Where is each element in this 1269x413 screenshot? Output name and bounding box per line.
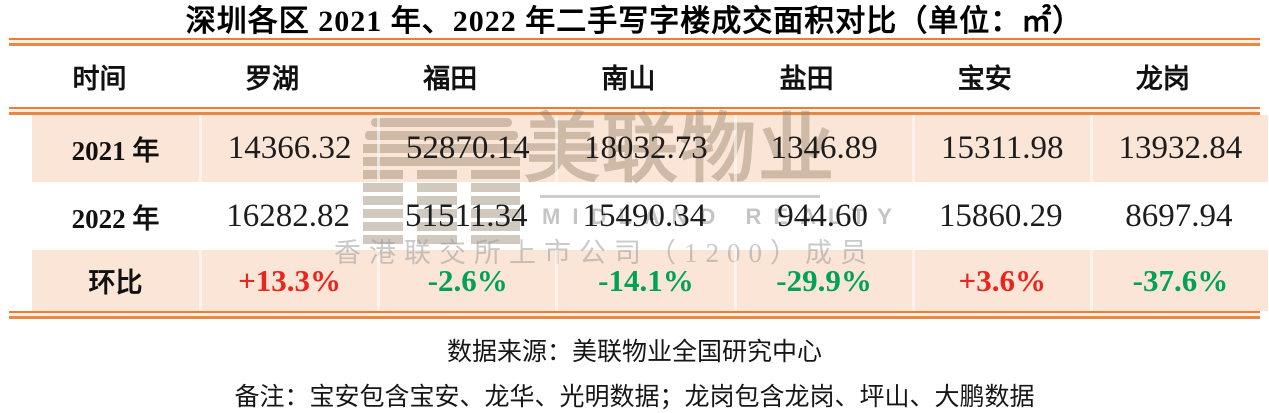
momentum-luohu: +13.3% xyxy=(199,250,377,311)
divider-bottom xyxy=(9,311,1260,319)
table-body: 2021 年 14366.32 52870.14 18032.73 1346.8… xyxy=(16,107,1268,311)
momentum-yantian: -29.9% xyxy=(733,250,912,311)
table-header-row: 时间 罗湖 福田 南山 盐田 宝安 龙岗 xyxy=(16,46,1252,107)
value-2021-yantian: 1346.89 xyxy=(733,115,912,182)
value-2021-luohu: 14366.32 xyxy=(199,115,377,182)
page-title: 深圳各区 2021 年、2022 年二手写字楼成交面积对比（单位：㎡） xyxy=(185,5,1084,38)
row-label-2021: 2021 年 xyxy=(71,136,160,166)
value-2021-nanshan: 18032.73 xyxy=(555,115,733,182)
value-2021-baoan: 15311.98 xyxy=(911,115,1090,182)
value-2022-futian: 51511.34 xyxy=(404,197,528,234)
column-header-yantian: 盐田 xyxy=(779,64,834,94)
table-row-momentum: 环比 +13.3% -2.6% -14.1% -29.9% +3.6% -37.… xyxy=(32,250,1268,311)
table-row-2021: 2021 年 14366.32 52870.14 18032.73 1346.8… xyxy=(32,115,1268,182)
divider-top xyxy=(9,38,1260,46)
value-2021-longgang: 13932.84 xyxy=(1089,115,1268,182)
column-header-futian: 福田 xyxy=(423,64,478,94)
column-header-time: 时间 xyxy=(72,64,127,94)
momentum-futian: -2.6% xyxy=(377,250,555,311)
row-label-momentum: 环比 xyxy=(88,268,143,298)
value-2022-longgang: 8697.94 xyxy=(1125,197,1233,234)
momentum-baoan: +3.6% xyxy=(911,250,1090,311)
value-2022-nanshan: 15490.34 xyxy=(582,197,707,234)
momentum-nanshan: -14.1% xyxy=(555,250,733,311)
table-row-2022: 2022 年 16282.82 51511.34 15490.34 944.60… xyxy=(32,182,1268,250)
value-2022-luohu: 16282.82 xyxy=(226,197,350,234)
divider-header xyxy=(9,107,1260,115)
column-header-longgang: 龙岗 xyxy=(1135,64,1190,94)
column-header-luohu: 罗湖 xyxy=(245,64,300,94)
data-source-note: 数据来源：美联物业全国研究中心 xyxy=(446,339,822,366)
remark-note: 备注：宝安包含宝安、龙华、光明数据；龙岗包含龙岗、坪山、大鹏数据 xyxy=(234,384,1035,411)
row-label-2022: 2022 年 xyxy=(71,203,160,234)
momentum-longgang: -37.6% xyxy=(1089,250,1268,311)
column-header-nanshan: 南山 xyxy=(601,64,656,94)
value-2022-yantian: 944.60 xyxy=(777,197,868,234)
column-header-baoan: 宝安 xyxy=(957,64,1012,94)
value-2021-futian: 52870.14 xyxy=(377,115,555,182)
value-2022-baoan: 15860.29 xyxy=(938,197,1063,234)
